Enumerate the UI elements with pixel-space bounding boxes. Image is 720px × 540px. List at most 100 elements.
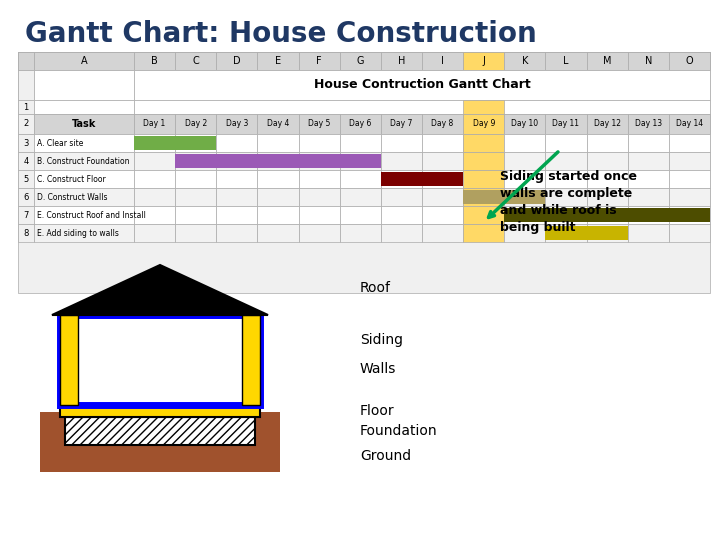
Text: Day 8: Day 8 (431, 119, 454, 129)
Text: B. Construct Foundation: B. Construct Foundation (37, 157, 130, 165)
Bar (34, 224, 134, 242)
Bar (463, 190, 546, 204)
Bar (134, 70, 710, 100)
Bar (258, 134, 299, 152)
Bar (299, 52, 340, 70)
Bar (587, 114, 628, 134)
Bar (587, 170, 628, 188)
Text: Day 12: Day 12 (594, 119, 621, 129)
Text: 4: 4 (23, 157, 29, 165)
Bar (504, 170, 546, 188)
Text: 5: 5 (23, 174, 29, 184)
Text: Day 14: Day 14 (676, 119, 703, 129)
Text: C: C (192, 56, 199, 66)
Bar (175, 170, 216, 188)
Text: Siding: Siding (360, 333, 403, 347)
Bar (60, 405, 260, 417)
Bar (669, 170, 710, 188)
Bar (258, 170, 299, 188)
Bar (175, 206, 216, 224)
Text: 1: 1 (23, 103, 29, 111)
Bar (546, 134, 587, 152)
Bar (18, 170, 34, 188)
Bar (669, 206, 710, 224)
Bar (463, 188, 504, 206)
Bar (504, 208, 710, 222)
Bar (299, 114, 340, 134)
Bar (216, 134, 258, 152)
Text: Siding started once
walls are complete
and while roof is
being built: Siding started once walls are complete a… (500, 170, 637, 234)
Bar (546, 152, 587, 170)
Text: Day 13: Day 13 (635, 119, 662, 129)
Bar (381, 52, 422, 70)
Bar (587, 188, 628, 206)
Bar (134, 152, 175, 170)
Text: Day 9: Day 9 (472, 119, 495, 129)
Bar (242, 315, 260, 405)
Bar (340, 170, 381, 188)
Bar (669, 52, 710, 70)
Bar (628, 114, 669, 134)
Bar (504, 52, 546, 70)
Bar (34, 114, 134, 134)
Bar (422, 114, 463, 134)
Bar (669, 188, 710, 206)
Bar (587, 52, 628, 70)
Bar (216, 170, 258, 188)
Bar (18, 188, 34, 206)
Bar (340, 52, 381, 70)
Text: C. Construct Floor: C. Construct Floor (37, 174, 106, 184)
Bar (546, 114, 587, 134)
Text: Day 4: Day 4 (267, 119, 289, 129)
Bar (34, 52, 134, 70)
Text: Floor: Floor (360, 404, 395, 418)
Bar (587, 206, 628, 224)
Bar (587, 134, 628, 152)
Bar (628, 152, 669, 170)
Text: Day 7: Day 7 (390, 119, 413, 129)
Text: A. Clear site: A. Clear site (37, 138, 84, 147)
Bar (299, 134, 340, 152)
Polygon shape (52, 265, 268, 315)
Bar (340, 152, 381, 170)
Bar (463, 170, 504, 188)
Bar (381, 114, 422, 134)
Bar (504, 188, 546, 206)
Bar (216, 188, 258, 206)
Bar (216, 52, 258, 70)
Bar (628, 188, 669, 206)
Bar (134, 52, 175, 70)
Bar (504, 134, 546, 152)
Bar (34, 188, 134, 206)
Bar (18, 152, 34, 170)
Bar (299, 152, 340, 170)
Text: B: B (151, 56, 158, 66)
Bar (628, 52, 669, 70)
Bar (216, 224, 258, 242)
Bar (258, 188, 299, 206)
Bar (258, 152, 299, 170)
Text: Day 1: Day 1 (143, 119, 166, 129)
Text: Walls: Walls (360, 362, 397, 376)
Bar (18, 52, 34, 70)
Text: I: I (441, 56, 444, 66)
Text: M: M (603, 56, 611, 66)
Bar (299, 188, 340, 206)
Bar (18, 100, 34, 114)
Bar (340, 188, 381, 206)
Bar (463, 224, 504, 242)
Bar (422, 152, 463, 170)
Bar (669, 114, 710, 134)
Bar (504, 114, 546, 134)
Bar (18, 70, 34, 100)
Bar (463, 152, 504, 170)
Bar (216, 152, 258, 170)
Bar (18, 224, 34, 242)
Bar (546, 188, 587, 206)
Bar (34, 70, 134, 100)
Bar (134, 136, 216, 150)
Bar (134, 170, 175, 188)
Text: Day 2: Day 2 (184, 119, 207, 129)
Bar (60, 315, 260, 405)
Bar (34, 134, 134, 152)
